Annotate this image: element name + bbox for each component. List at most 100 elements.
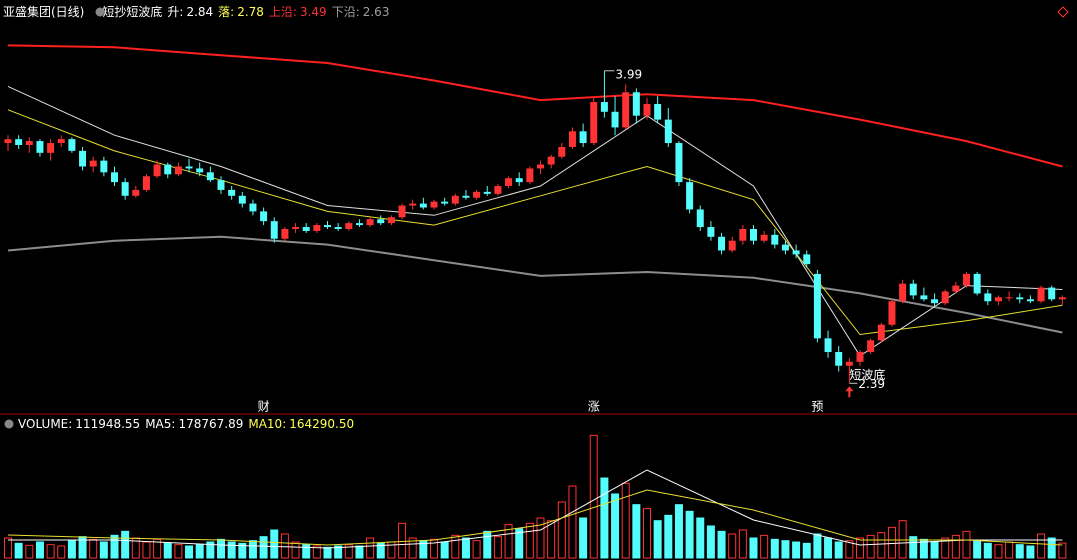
volume-bar	[25, 544, 34, 559]
indicator-value: 3.49	[300, 5, 327, 19]
candle-body	[803, 254, 811, 265]
candle-body	[68, 139, 76, 151]
candle-body	[824, 338, 832, 353]
volume-bar	[89, 538, 98, 559]
candle-body	[36, 141, 44, 153]
volume-bar	[568, 485, 577, 559]
candle-body	[57, 139, 65, 144]
candle-body	[750, 228, 757, 241]
volume-bar	[440, 541, 449, 559]
candle-body	[89, 160, 97, 167]
stock-title: 亚盛集团(日线)	[3, 4, 84, 19]
volume-bar	[35, 541, 44, 559]
candle-body	[1016, 297, 1024, 300]
volume-bar	[856, 537, 864, 559]
volume-bar	[366, 537, 375, 559]
candle-body	[4, 139, 12, 144]
candle-body	[675, 143, 683, 183]
candle-body	[281, 228, 289, 239]
volume-bar	[792, 541, 801, 559]
volume-bar	[941, 537, 950, 559]
candle-body	[931, 299, 939, 304]
bottom-signal: 短波底	[849, 367, 885, 382]
volume-bar	[973, 540, 982, 559]
volume-bar	[110, 534, 119, 559]
volume-bar	[483, 530, 492, 559]
volume-bar	[1047, 537, 1056, 559]
volume-bar	[557, 501, 566, 559]
candle-body	[547, 156, 555, 165]
indicator-label: 升:	[167, 5, 183, 19]
signal-arrow	[845, 386, 854, 398]
volume-bar	[46, 544, 55, 559]
candle-body	[654, 103, 662, 120]
indicator-line	[7, 44, 1063, 168]
volume-bar	[930, 541, 939, 559]
volume-bar	[632, 504, 641, 559]
volume-bar	[472, 540, 481, 559]
candle-body	[867, 340, 875, 353]
volume-bar	[163, 542, 172, 559]
volume-bar	[451, 534, 460, 559]
candle-body	[877, 324, 885, 341]
reading-value: 178767.89	[178, 417, 243, 431]
volume-bar	[919, 538, 928, 559]
volume-bar	[909, 536, 918, 559]
volume-bar	[334, 545, 343, 559]
event-marker: 财	[258, 400, 270, 414]
volume-bar	[461, 537, 470, 559]
candle-body	[217, 180, 225, 190]
volume-icon	[4, 419, 14, 429]
candle-body	[537, 164, 544, 169]
volume-bar	[1015, 544, 1024, 559]
candle-body	[920, 295, 928, 300]
volume-bar	[621, 482, 630, 559]
candle-body	[835, 352, 843, 366]
candle-body	[899, 283, 907, 302]
candle-body	[515, 178, 523, 183]
candle-body	[334, 227, 342, 229]
candle-body	[568, 131, 576, 147]
volume-bar	[696, 517, 705, 559]
candle-body	[728, 240, 736, 251]
candle-body	[1037, 287, 1045, 302]
candle-body	[952, 285, 960, 292]
candle-body	[973, 273, 981, 294]
reading-label: MA5:	[145, 417, 175, 431]
indicator-value: 2.63	[363, 5, 390, 19]
candle-body	[387, 217, 395, 224]
volume-label: VOLUME:	[18, 417, 72, 431]
volume-bar	[717, 530, 726, 559]
candle-body	[345, 223, 353, 229]
candle-body	[781, 244, 789, 251]
candle-body	[526, 168, 534, 183]
volume-bar	[99, 541, 108, 559]
volume-bar	[323, 546, 332, 559]
indicator-name: 短抄短波底	[102, 4, 162, 19]
candle-body	[228, 189, 236, 196]
volume-bar	[376, 542, 385, 559]
volume-bar	[738, 529, 747, 559]
candle-body	[963, 273, 970, 286]
candle-body	[771, 234, 779, 245]
candle-body	[355, 223, 363, 226]
indicator-value: 2.78	[237, 5, 264, 19]
volume-bar	[67, 540, 76, 559]
volume-bar	[834, 541, 843, 559]
candle-body	[100, 160, 108, 173]
candle-body	[174, 166, 182, 175]
candle-body	[590, 102, 598, 144]
candle-body	[377, 219, 385, 224]
volume-bar	[259, 536, 268, 559]
indicator-icon	[95, 7, 105, 17]
volume-bar	[898, 520, 907, 559]
reading-label: MA10:	[248, 417, 286, 431]
price-header: 亚盛集团(日线) 短抄短波底 升: 2.84 落: 2.78 上沿: 3.49 下沿: 2.63	[3, 4, 389, 19]
candle-body	[206, 172, 214, 181]
candle-body	[941, 291, 949, 304]
candle-body	[419, 203, 427, 208]
candle-body	[611, 111, 619, 128]
volume-bar	[770, 538, 779, 559]
volume-bar	[994, 544, 1003, 559]
event-marker: 涨	[588, 399, 600, 414]
